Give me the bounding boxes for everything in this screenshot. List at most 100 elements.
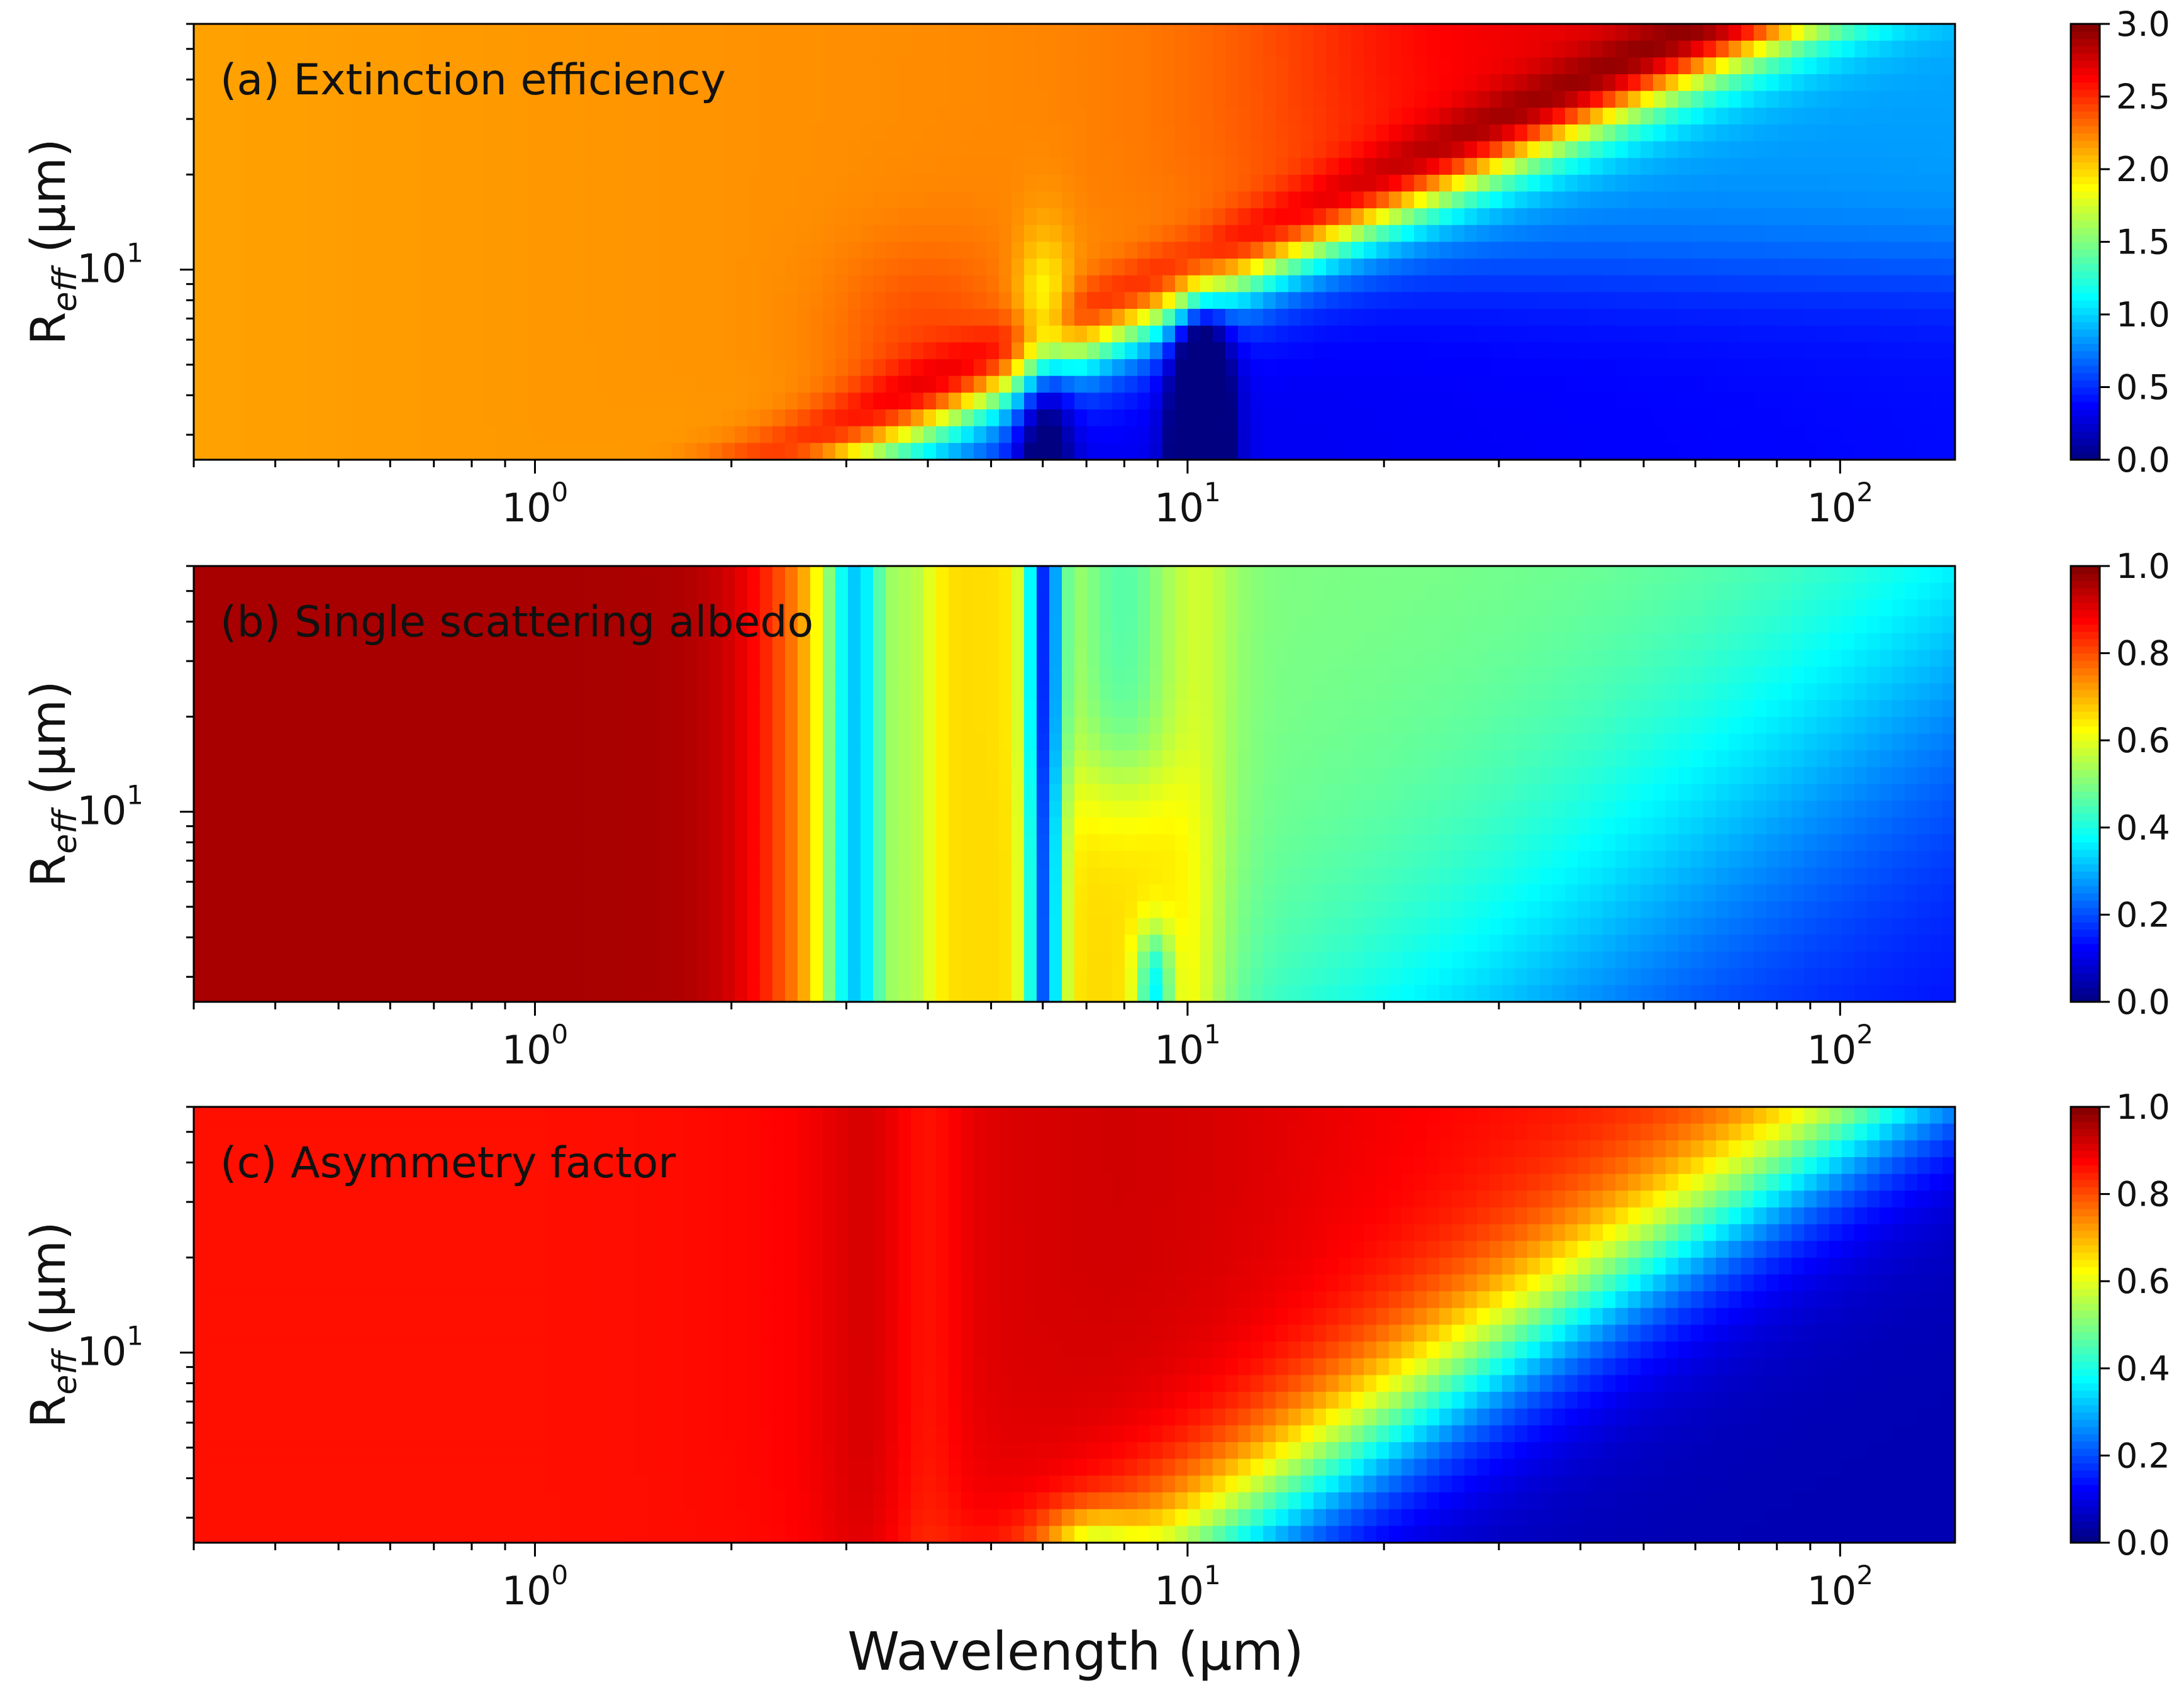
heatmap-cell bbox=[219, 225, 232, 243]
heatmap-cell bbox=[1892, 40, 1905, 58]
heatmap-cell bbox=[1427, 191, 1440, 209]
heatmap-cell bbox=[219, 985, 232, 1002]
heatmap-cell bbox=[395, 74, 408, 92]
heatmap-cell bbox=[1729, 24, 1742, 42]
heatmap-cell bbox=[533, 650, 547, 667]
heatmap-cell bbox=[1200, 124, 1213, 142]
heatmap-cell bbox=[634, 409, 647, 427]
heatmap-cell bbox=[1137, 191, 1150, 209]
heatmap-cell bbox=[1502, 443, 1515, 460]
heatmap-cell bbox=[244, 985, 257, 1002]
heatmap-cell bbox=[1565, 275, 1578, 293]
heatmap-cell bbox=[1439, 375, 1452, 394]
heatmap-cell bbox=[1049, 225, 1062, 243]
heatmap-cell bbox=[772, 901, 786, 919]
heatmap-cell bbox=[949, 426, 962, 444]
heatmap-cell bbox=[684, 174, 698, 192]
heatmap-cell bbox=[634, 241, 647, 259]
heatmap-cell bbox=[949, 325, 962, 343]
heatmap-cell bbox=[1754, 40, 1767, 58]
heatmap-cell bbox=[445, 91, 459, 109]
heatmap-cell bbox=[1452, 359, 1465, 377]
heatmap-cell bbox=[1502, 409, 1515, 427]
heatmap-cell bbox=[735, 884, 748, 902]
heatmap-cell bbox=[1188, 258, 1201, 276]
heatmap-cell bbox=[1376, 325, 1390, 343]
heatmap-cell bbox=[1049, 74, 1062, 92]
heatmap-cell bbox=[282, 191, 295, 209]
heatmap-cell bbox=[1477, 108, 1490, 125]
heatmap-cell bbox=[1829, 443, 1842, 460]
heatmap-cell bbox=[672, 767, 685, 785]
heatmap-cell bbox=[546, 750, 559, 768]
heatmap-cell bbox=[1263, 375, 1276, 394]
heatmap-cell bbox=[471, 74, 484, 92]
heatmap-cell bbox=[1829, 241, 1842, 259]
heatmap-cell bbox=[1276, 309, 1289, 326]
heatmap-cell bbox=[332, 57, 345, 75]
heatmap-cell bbox=[659, 733, 672, 751]
heatmap-cell bbox=[521, 918, 534, 936]
heatmap-cell bbox=[1917, 91, 1930, 109]
heatmap-cell bbox=[546, 901, 559, 919]
heatmap-cell bbox=[1628, 292, 1641, 309]
heatmap-cell bbox=[1641, 309, 1654, 326]
heatmap-cell bbox=[307, 750, 320, 768]
heatmap-cell bbox=[1942, 241, 1956, 259]
heatmap-cell bbox=[257, 666, 270, 684]
heatmap-cell bbox=[320, 74, 333, 92]
heatmap-cell bbox=[760, 566, 773, 584]
heatmap-cell bbox=[1037, 392, 1050, 410]
heatmap-cell bbox=[345, 952, 358, 969]
heatmap-cell bbox=[471, 108, 484, 125]
heatmap-cell bbox=[835, 392, 849, 410]
heatmap-cell bbox=[269, 124, 282, 142]
heatmap-cell bbox=[445, 174, 459, 192]
heatmap-cell bbox=[923, 426, 937, 444]
heatmap-cell bbox=[1427, 124, 1440, 142]
heatmap-cell bbox=[1074, 208, 1088, 226]
heatmap-cell bbox=[609, 834, 622, 852]
heatmap-cell bbox=[1100, 309, 1113, 326]
heatmap-cell bbox=[546, 599, 559, 617]
heatmap-cell bbox=[1829, 158, 1842, 175]
heatmap-cell bbox=[760, 952, 773, 969]
heatmap-cell bbox=[1326, 174, 1339, 192]
heatmap-cell bbox=[1376, 426, 1390, 444]
heatmap-cell bbox=[458, 191, 471, 209]
heatmap-cell bbox=[1578, 57, 1591, 75]
heatmap-cell bbox=[823, 108, 836, 125]
heatmap-cell bbox=[848, 141, 861, 159]
heatmap-cell bbox=[294, 292, 308, 309]
heatmap-cell bbox=[1490, 40, 1503, 58]
heatmap-cell bbox=[1880, 309, 1893, 326]
colorbar-step bbox=[2071, 336, 2100, 344]
heatmap-cell bbox=[483, 359, 496, 377]
heatmap-cell bbox=[445, 225, 459, 243]
heatmap-cell bbox=[684, 566, 698, 584]
heatmap-cell bbox=[1037, 24, 1050, 42]
heatmap-cell bbox=[433, 108, 446, 125]
heatmap-cell bbox=[420, 241, 433, 259]
heatmap-cell bbox=[1112, 40, 1125, 58]
heatmap-cell bbox=[835, 258, 849, 276]
heatmap-cell bbox=[471, 767, 484, 785]
heatmap-cell bbox=[735, 733, 748, 751]
heatmap-cell bbox=[445, 292, 459, 309]
heatmap-cell bbox=[1880, 342, 1893, 360]
heatmap-cell bbox=[798, 124, 811, 142]
heatmap-cell bbox=[244, 309, 257, 326]
heatmap-cell bbox=[382, 359, 396, 377]
heatmap-cell bbox=[1917, 208, 1930, 226]
heatmap-cell bbox=[307, 191, 320, 209]
heatmap-cell bbox=[1112, 57, 1125, 75]
heatmap-cell bbox=[634, 24, 647, 42]
heatmap-cell bbox=[420, 443, 433, 460]
heatmap-cell bbox=[1716, 426, 1729, 444]
heatmap-cell bbox=[1062, 225, 1075, 243]
heatmap-cell bbox=[848, 124, 861, 142]
heatmap-cell bbox=[722, 158, 735, 175]
heatmap-cell bbox=[345, 91, 358, 109]
heatmap-cell bbox=[722, 325, 735, 343]
heatmap-cell bbox=[659, 409, 672, 427]
